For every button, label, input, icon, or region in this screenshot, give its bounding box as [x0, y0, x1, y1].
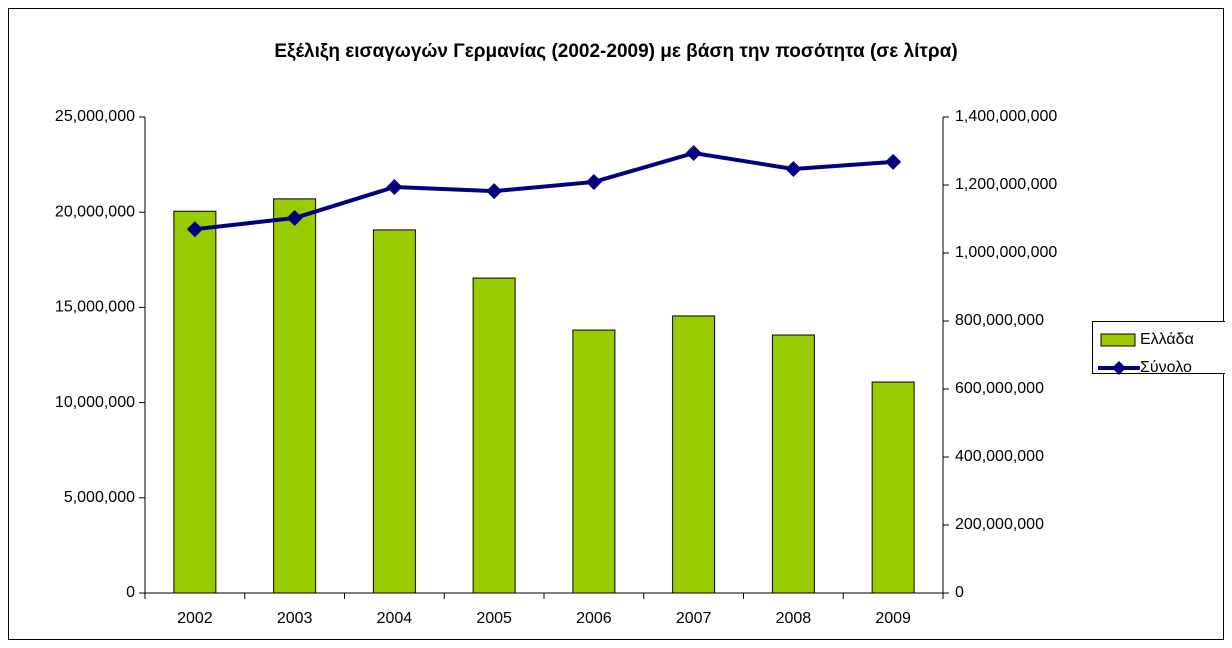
y2-tick-label: 600,000,000	[955, 380, 1044, 397]
x-tick-label: 2008	[776, 610, 812, 627]
x-tick-label: 2002	[177, 610, 213, 627]
bar	[372, 229, 416, 594]
chart-title: Εξέλιξη εισαγωγών Γερμανίας (2002-2009) …	[274, 41, 957, 62]
x-tick-label: 2007	[676, 610, 712, 627]
x-tick-label: 2009	[875, 610, 911, 627]
y2-tick-label: 800,000,000	[955, 312, 1044, 329]
marker	[286, 209, 303, 226]
x-tick-label: 2003	[277, 610, 313, 627]
marker	[685, 145, 702, 162]
y2-tick-label: 0	[955, 584, 964, 601]
y2-tick-label: 200,000,000	[955, 516, 1044, 533]
marker	[585, 173, 602, 190]
x-tick-label: 2005	[476, 610, 512, 627]
legend-marker	[1112, 361, 1126, 375]
marker	[885, 153, 902, 170]
y-tick-label: 25,000,000	[55, 108, 135, 125]
legend-label: Σύνολο	[1140, 359, 1192, 376]
legend-label: Ελλάδα	[1140, 331, 1194, 348]
y-tick-label: 5,000,000	[64, 489, 135, 506]
bar	[572, 329, 616, 594]
y-tick-label: 20,000,000	[55, 203, 135, 220]
y-tick-label: 10,000,000	[55, 394, 135, 411]
y-tick-label: 15,000,000	[55, 299, 135, 316]
y2-tick-label: 1,000,000,000	[955, 244, 1057, 261]
x-tick-label: 2006	[576, 610, 612, 627]
y2-tick-label: 1,400,000,000	[955, 108, 1057, 125]
bar	[871, 381, 915, 594]
bar	[672, 315, 716, 594]
line	[194, 150, 894, 232]
y2-tick-label: 1,200,000,000	[955, 176, 1057, 193]
legend-box	[1092, 321, 1225, 374]
y2-tick-label: 400,000,000	[955, 448, 1044, 465]
bar	[771, 334, 815, 594]
marker	[486, 183, 503, 200]
legend-swatch	[1100, 333, 1136, 347]
marker	[785, 161, 802, 178]
bar	[472, 277, 516, 594]
marker	[386, 179, 403, 196]
bar	[273, 198, 317, 594]
y-tick-label: 0	[126, 584, 135, 601]
x-tick-label: 2004	[377, 610, 413, 627]
legend: Ελλάδα Σύνολο	[1092, 321, 1225, 376]
marker	[186, 221, 203, 238]
bar	[173, 210, 217, 594]
